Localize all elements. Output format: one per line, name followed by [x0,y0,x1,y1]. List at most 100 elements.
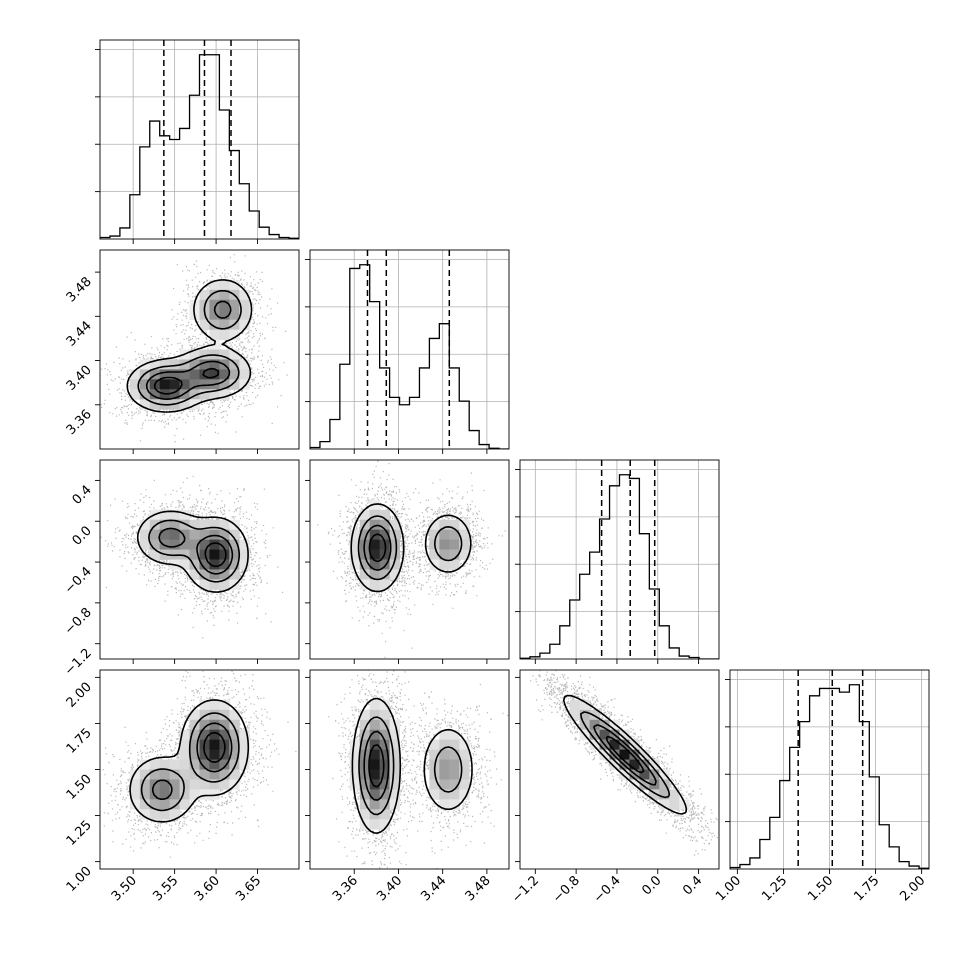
contour-line [563,694,688,815]
y-tick-label: −0.4 [62,564,95,597]
density-cell [209,329,220,340]
histogram-4: 1.00 1.25 1.50 1.75 2.00 [713,669,930,904]
density-cell [429,529,440,540]
density-cell [169,789,180,800]
panel-content [100,475,284,639]
y-tick-label: 0.0 [70,523,95,548]
density-cell [209,359,220,370]
density-cell [379,739,390,750]
density-cell [209,559,220,570]
density-cell [449,519,460,531]
density-cell [159,519,171,531]
density-cell [219,779,230,790]
density-cell [619,729,630,741]
y-tick-label: 2.00 [64,680,95,711]
density-cell [189,569,200,580]
density-cell [359,729,371,741]
density-cell [159,789,171,800]
density-cell [379,729,390,741]
density-cell [369,789,381,800]
density-cell [569,699,581,711]
density-cell [219,279,230,291]
density-cell [389,789,400,800]
density-cell [179,379,190,390]
density-cell [389,519,400,531]
density-cell [379,579,390,590]
density-cell [199,529,210,540]
density-cell [179,509,190,521]
density-cell [199,699,210,711]
density-cell [459,749,470,760]
density-cell [239,739,250,750]
density-cell [189,789,200,800]
x-tick-label: 1.75 [851,873,882,904]
y-tick-label: 3.36 [64,407,95,438]
density-cell [449,779,460,790]
density-cell [239,309,250,321]
density-cell [209,289,220,301]
density-cell [459,549,470,560]
density-cell [219,579,230,590]
density-cell [149,769,161,780]
density-cell [179,529,190,540]
density-cell [239,299,250,311]
density-cell [639,779,650,790]
density-cell [389,769,400,780]
density-cell [379,529,390,540]
density-cell [159,799,171,810]
density-cell [169,379,180,390]
axes-frame [309,249,510,450]
density-cell [389,739,400,750]
contour-line [358,716,463,816]
density-cell [449,749,460,760]
density-cell [139,759,151,770]
density-cell [229,719,240,731]
density-cell [439,559,450,570]
density-cell [649,759,660,770]
density-cell [219,319,230,330]
density-cell [139,519,151,531]
density-cell [229,379,240,390]
density-cell [219,549,230,560]
density-cell [209,549,220,560]
density-cell [239,359,250,370]
x-tick-label: 2.00 [897,873,928,904]
density-cell [149,799,161,810]
density-cell [349,749,361,760]
density-cell [439,539,450,550]
density-cell [389,749,400,760]
axes-frame [99,249,300,450]
density-cell [229,749,240,760]
density-cell [359,509,371,521]
density-cell [379,559,390,570]
density-cell [369,729,381,741]
density-cell [229,349,240,360]
histogram-step [730,684,929,869]
density-cell [219,389,230,400]
density-cell [379,789,390,800]
density-cell [649,769,660,780]
histogram-step [100,54,299,239]
density-cell [189,769,200,780]
density-cell [209,299,220,311]
density-cell [369,749,381,760]
density-cell [379,799,390,810]
density-cell [199,769,210,780]
density-cell [619,749,630,760]
density-cell [159,359,171,370]
y-tick-label: −1.2 [62,646,95,679]
density-cell [449,759,460,770]
histogram-step [520,474,719,659]
density-cell [239,369,250,380]
density-cell [239,549,250,560]
contour-line [351,697,473,834]
density-cell [139,539,151,550]
density-cell [169,769,180,780]
density-cell [189,379,200,390]
density-cell [369,779,381,790]
density-cell [379,749,390,760]
y-tick-label: 3.44 [64,319,95,350]
density-cell [599,729,610,741]
density-cell [189,709,200,721]
x-tick-label: 1.00 [713,873,744,904]
